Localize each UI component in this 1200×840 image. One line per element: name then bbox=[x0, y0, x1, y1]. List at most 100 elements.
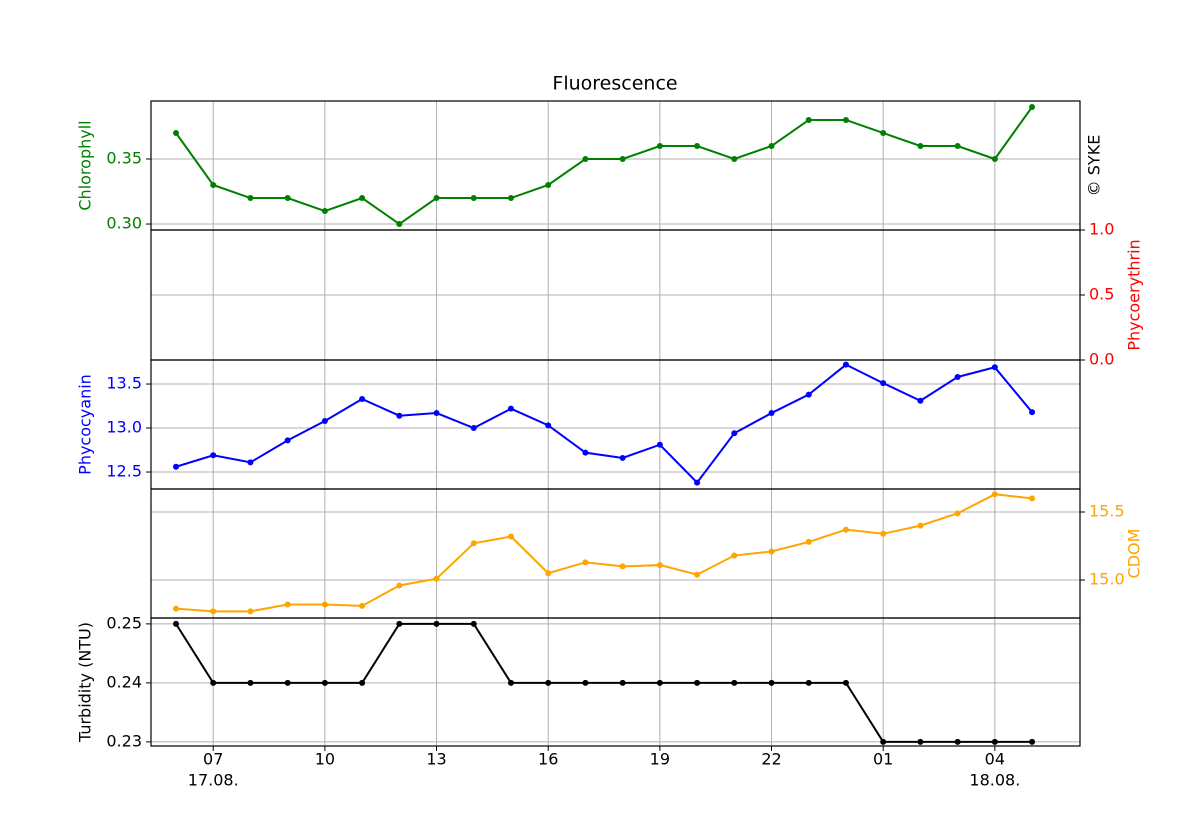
data-point bbox=[284, 601, 291, 608]
data-point bbox=[954, 738, 961, 745]
data-point bbox=[656, 679, 663, 686]
data-point bbox=[805, 679, 812, 686]
data-point bbox=[321, 679, 328, 686]
data-point bbox=[396, 221, 403, 228]
data-point bbox=[284, 679, 291, 686]
data-point bbox=[694, 142, 701, 149]
x-tick-label: 01 bbox=[873, 750, 893, 769]
data-point bbox=[768, 142, 775, 149]
data-point bbox=[1029, 103, 1036, 110]
data-point bbox=[359, 679, 366, 686]
data-point bbox=[284, 437, 291, 444]
data-point bbox=[507, 195, 514, 202]
y-axis-label: Chlorophyll bbox=[76, 120, 95, 210]
data-point bbox=[247, 195, 254, 202]
data-point bbox=[768, 679, 775, 686]
data-point bbox=[768, 548, 775, 555]
data-point bbox=[470, 540, 477, 547]
y-tick-label: 0.35 bbox=[106, 148, 142, 167]
data-point bbox=[991, 738, 998, 745]
data-point bbox=[359, 602, 366, 609]
x-date-label: 18.08. bbox=[969, 771, 1020, 790]
y-tick-label: 15.0 bbox=[1089, 570, 1125, 589]
data-point bbox=[210, 182, 217, 189]
data-point bbox=[619, 679, 626, 686]
y-axis-label: CDOM bbox=[1125, 529, 1144, 579]
data-point bbox=[1029, 738, 1036, 745]
y-tick-label: 0.30 bbox=[106, 214, 142, 233]
data-point bbox=[582, 449, 589, 456]
data-point bbox=[805, 391, 812, 398]
data-point bbox=[173, 463, 179, 470]
data-point bbox=[545, 422, 552, 429]
data-point bbox=[396, 620, 403, 627]
series-line bbox=[175, 622, 1033, 743]
data-point bbox=[731, 552, 738, 559]
data-point bbox=[545, 570, 552, 577]
data-point bbox=[917, 142, 924, 149]
data-point bbox=[359, 395, 366, 402]
data-point bbox=[656, 142, 663, 149]
x-tick-label: 13 bbox=[426, 750, 446, 769]
data-point bbox=[842, 116, 849, 123]
data-point bbox=[880, 530, 887, 537]
data-point bbox=[545, 679, 552, 686]
data-point bbox=[545, 182, 552, 189]
data-point bbox=[656, 441, 663, 448]
data-point bbox=[991, 155, 998, 162]
credit: © SYKE bbox=[1085, 135, 1104, 197]
y-axis-label: Turbidity (NTU) bbox=[76, 622, 95, 743]
data-point bbox=[731, 155, 738, 162]
data-point bbox=[247, 608, 254, 615]
data-point bbox=[731, 679, 738, 686]
data-point bbox=[582, 559, 589, 566]
y-tick-label: 15.5 bbox=[1089, 501, 1125, 520]
x-tick-label: 04 bbox=[985, 750, 1005, 769]
data-point bbox=[954, 510, 961, 517]
data-point bbox=[805, 538, 812, 545]
data-point bbox=[768, 410, 775, 417]
data-point bbox=[842, 526, 849, 533]
data-point bbox=[694, 479, 701, 486]
data-point bbox=[842, 361, 849, 368]
data-point bbox=[1029, 409, 1036, 416]
x-tick-label: 10 bbox=[315, 750, 335, 769]
x-date-label: 17.08. bbox=[188, 771, 239, 790]
data-point bbox=[880, 380, 887, 387]
data-point bbox=[173, 129, 179, 136]
y-axis-label: Phycocyanin bbox=[76, 374, 95, 475]
data-point bbox=[210, 608, 217, 615]
data-point bbox=[433, 620, 440, 627]
data-point bbox=[470, 195, 477, 202]
x-tick-label: 07 bbox=[203, 750, 223, 769]
data-point bbox=[991, 491, 998, 498]
x-tick-label: 16 bbox=[538, 750, 558, 769]
data-point bbox=[507, 533, 514, 540]
data-point bbox=[582, 679, 589, 686]
data-point bbox=[954, 373, 961, 380]
data-point bbox=[247, 679, 254, 686]
data-point bbox=[507, 405, 514, 412]
data-point bbox=[619, 454, 626, 461]
data-point bbox=[805, 116, 812, 123]
x-tick-label: 22 bbox=[761, 750, 781, 769]
chart-title: Fluorescence bbox=[552, 73, 677, 95]
data-point bbox=[954, 142, 961, 149]
y-axis-label: Phycoerythrin bbox=[1125, 239, 1144, 350]
data-point bbox=[842, 679, 849, 686]
series-line bbox=[175, 493, 1033, 613]
y-tick-label: 0.0 bbox=[1089, 350, 1114, 369]
data-point bbox=[619, 563, 626, 570]
series-line bbox=[175, 363, 1033, 485]
data-point bbox=[694, 679, 701, 686]
data-point bbox=[917, 738, 924, 745]
data-point bbox=[396, 582, 403, 589]
data-point bbox=[470, 425, 477, 432]
y-tick-label: 12.5 bbox=[106, 462, 142, 481]
data-point bbox=[433, 410, 440, 417]
data-point bbox=[917, 397, 924, 404]
data-point bbox=[433, 195, 440, 202]
x-tick-label: 19 bbox=[650, 750, 670, 769]
data-point bbox=[1029, 495, 1036, 502]
y-tick-label: 0.5 bbox=[1089, 285, 1114, 304]
